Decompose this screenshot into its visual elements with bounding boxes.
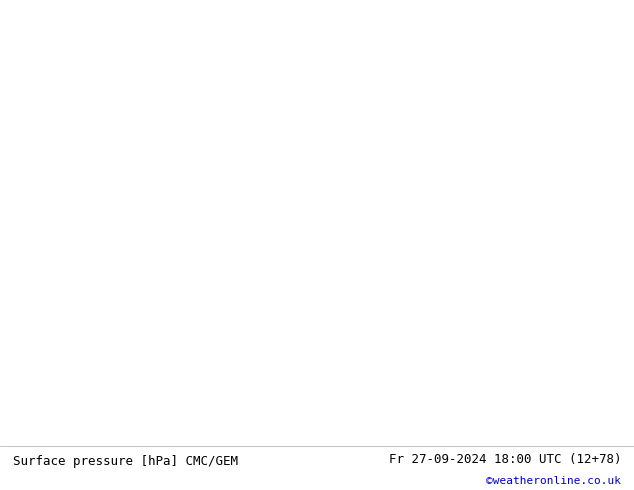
Text: ©weatheronline.co.uk: ©weatheronline.co.uk: [486, 476, 621, 486]
Text: Fr 27-09-2024 18:00 UTC (12+78): Fr 27-09-2024 18:00 UTC (12+78): [389, 453, 621, 466]
Text: Surface pressure [hPa] CMC/GEM: Surface pressure [hPa] CMC/GEM: [13, 455, 238, 468]
